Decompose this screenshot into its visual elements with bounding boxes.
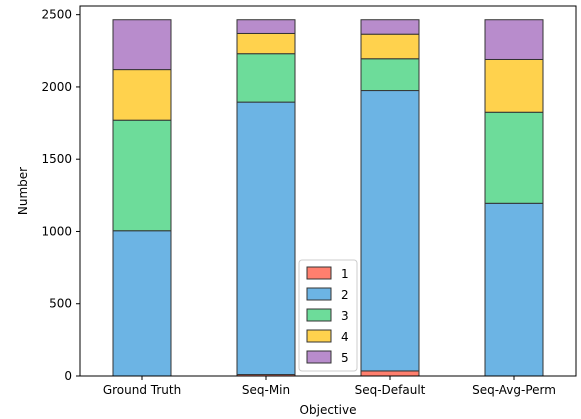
y-axis-ticks: 0 500 1000 1500 2000 2500 bbox=[41, 8, 80, 383]
bar-segment-2-ground-truth bbox=[112, 230, 172, 377]
legend-swatch-2 bbox=[306, 287, 332, 301]
bar-segment-4-ground-truth bbox=[112, 69, 172, 121]
bar-segment-3-seq-default bbox=[360, 58, 420, 92]
bar-segment-3-seq-min bbox=[236, 53, 296, 103]
y-tick-label: 2000 bbox=[41, 80, 72, 94]
x-tick-label: Ground Truth bbox=[103, 383, 181, 397]
x-tick-label: Seq-Min bbox=[242, 383, 290, 397]
plot-frame bbox=[79, 5, 577, 377]
bar-segment-5-ground-truth bbox=[112, 19, 172, 71]
legend-swatch-5 bbox=[306, 350, 332, 364]
y-tick-label: 1500 bbox=[41, 152, 72, 166]
y-axis-label: Number bbox=[16, 167, 30, 215]
legend-label-4: 4 bbox=[341, 330, 349, 344]
x-axis-label: Objective bbox=[300, 403, 357, 417]
y-tick-label: 500 bbox=[49, 297, 72, 311]
bar-segment-3-seq-avg-perm bbox=[484, 111, 544, 204]
bar-segment-2-seq-avg-perm bbox=[484, 202, 544, 377]
bar-segment-2-seq-min bbox=[236, 101, 296, 376]
bar-segment-4-seq-default bbox=[360, 33, 420, 60]
legend-swatch-4 bbox=[306, 329, 332, 343]
bar-segment-5-seq-avg-perm bbox=[484, 19, 544, 60]
x-tick-label: Seq-Default bbox=[355, 383, 426, 397]
bar-segment-3-ground-truth bbox=[112, 119, 172, 232]
bar-segment-4-seq-avg-perm bbox=[484, 58, 544, 113]
bar-segment-2-seq-default bbox=[360, 90, 420, 372]
bar-segment-5-seq-min bbox=[236, 19, 296, 34]
x-tick-label: Seq-Avg-Perm bbox=[472, 383, 556, 397]
bar-segment-4-seq-min bbox=[236, 32, 296, 55]
y-tick-label: 0 bbox=[64, 369, 72, 383]
legend: 1 2 3 4 5 bbox=[298, 259, 358, 372]
x-axis-ticks: Ground Truth Seq-Min Seq-Default Seq-Avg-Pe… bbox=[103, 376, 556, 397]
legend-label-1: 1 bbox=[341, 267, 349, 281]
legend-swatch-3 bbox=[306, 308, 332, 322]
y-tick-label: 1000 bbox=[41, 224, 72, 238]
legend-swatch-1 bbox=[306, 266, 332, 280]
bars-layer bbox=[112, 19, 544, 377]
legend-label-3: 3 bbox=[341, 309, 349, 323]
legend-label-2: 2 bbox=[341, 288, 349, 302]
bar-segment-5-seq-default bbox=[360, 19, 420, 35]
bar-segment-1-seq-default bbox=[360, 370, 420, 377]
legend-label-5: 5 bbox=[341, 351, 349, 365]
y-tick-label: 2500 bbox=[41, 8, 72, 22]
